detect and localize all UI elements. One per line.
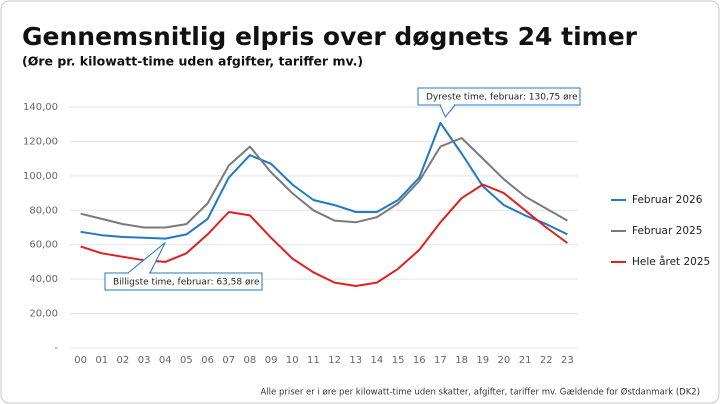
- x-tick-label: 05: [180, 355, 193, 366]
- x-tick-label: 02: [117, 355, 130, 366]
- x-tick-label: 07: [222, 355, 235, 366]
- x-tick-label: 19: [476, 355, 489, 366]
- series-line: [80, 137, 568, 229]
- x-tick-label: 11: [307, 355, 320, 366]
- y-tick-label: 120,00: [23, 136, 58, 147]
- x-tick-label: 14: [371, 355, 384, 366]
- x-tick-label: 10: [286, 355, 299, 366]
- series-line: [80, 121, 568, 240]
- x-tick-label: 20: [498, 355, 511, 366]
- annotation-pointer: [127, 242, 166, 274]
- x-tick-label: 06: [201, 355, 214, 366]
- annotation-text: Billigste time, februar: 63,58 øre: [113, 278, 260, 288]
- x-tick-label: 21: [519, 355, 532, 366]
- x-tick-label: 16: [413, 355, 426, 366]
- x-tick-label: 08: [244, 355, 257, 366]
- series-line: [80, 183, 568, 287]
- legend-label: Februar 2026: [632, 194, 703, 206]
- x-tick-label: 00: [74, 355, 87, 366]
- x-tick-label: 15: [392, 355, 405, 366]
- legend-label: Februar 2025: [632, 225, 702, 237]
- y-tick-label: 20,00: [29, 309, 58, 320]
- y-tick-label: 100,00: [23, 171, 58, 182]
- annotation-box: [417, 87, 581, 106]
- footnote: Alle priser er i øre per kilowatt-time u…: [260, 387, 700, 398]
- x-tick-label: 12: [328, 355, 341, 366]
- annotation-text: Dyreste time, februar: 130,75 øre: [426, 93, 578, 103]
- y-tick-label: 140,00: [23, 102, 58, 113]
- x-tick-label: 04: [159, 355, 172, 366]
- x-tick-label: 09: [265, 355, 278, 366]
- x-tick-label: 03: [138, 355, 151, 366]
- y-tick-label: 60,00: [29, 240, 58, 251]
- y-tick-label: 80,00: [29, 205, 58, 216]
- x-tick-label: 22: [540, 355, 553, 366]
- y-tick-label: -: [54, 343, 58, 354]
- annotation-pointer: [439, 104, 456, 118]
- x-tick-label: 13: [349, 355, 362, 366]
- x-tick-label: 01: [95, 355, 108, 366]
- y-tick-label: 40,00: [29, 274, 58, 285]
- legend-label: Hele året 2025: [632, 255, 710, 268]
- annotation-box: [104, 272, 263, 291]
- chart-title: Gennemsnitlig elpris over døgnets 24 tim…: [22, 22, 638, 51]
- x-tick-label: 17: [434, 355, 447, 366]
- chart-subtitle: (Øre pr. kilowatt-time uden afgifter, ta…: [22, 54, 363, 69]
- x-tick-label: 18: [455, 355, 468, 366]
- x-tick-label: 23: [561, 355, 574, 366]
